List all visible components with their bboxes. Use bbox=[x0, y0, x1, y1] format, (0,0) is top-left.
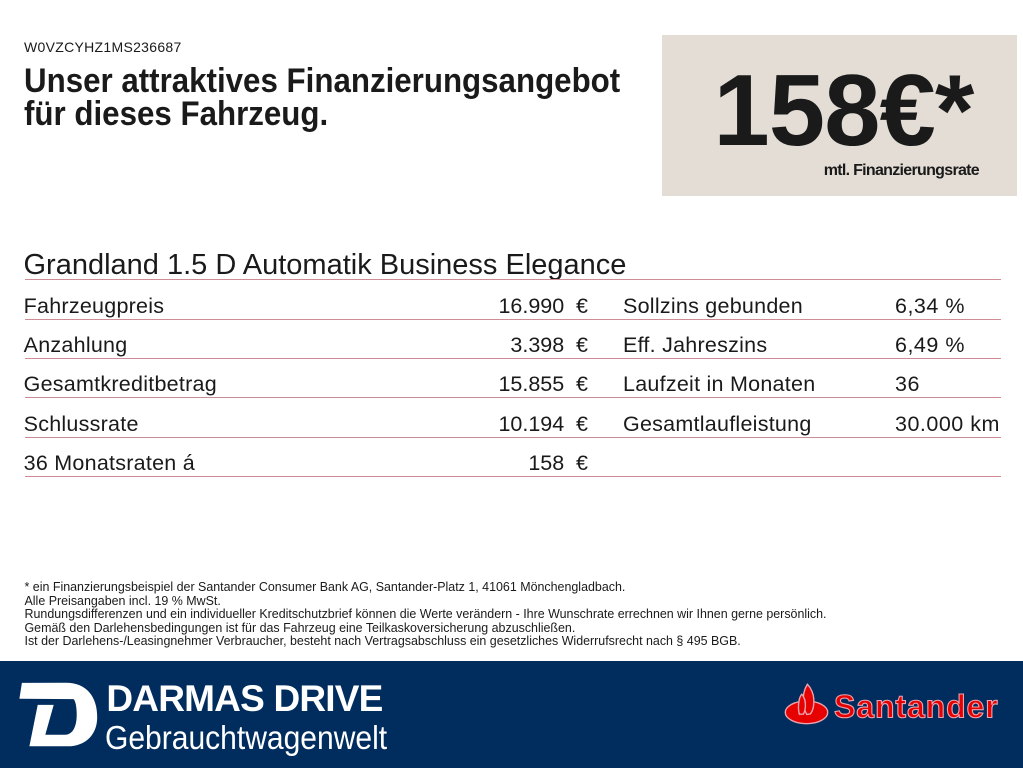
svg-text:Santander: Santander bbox=[834, 689, 999, 725]
